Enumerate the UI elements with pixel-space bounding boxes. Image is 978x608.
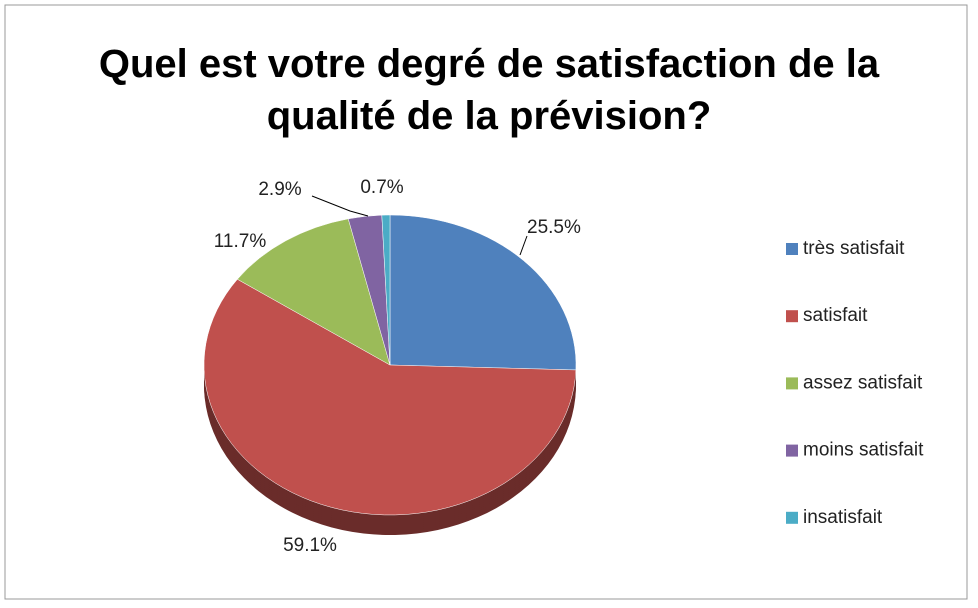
leader-line xyxy=(311,195,369,217)
legend-swatch xyxy=(786,444,798,457)
legend-swatch xyxy=(786,511,798,524)
data-label: 25.5% xyxy=(527,217,581,238)
leader-line xyxy=(519,235,528,256)
legend-label: très satisfait xyxy=(803,238,905,259)
legend-label: insatisfait xyxy=(803,507,883,528)
legend-label: satisfait xyxy=(803,305,868,326)
legend-swatch xyxy=(786,243,798,255)
legend-swatch xyxy=(786,377,798,390)
slice xyxy=(389,214,577,371)
chart-title: Quel est votre degré de satisfaction de … xyxy=(98,42,880,138)
legend-label: moins satisfait xyxy=(803,440,924,461)
slice xyxy=(203,278,577,516)
data-label: 2.9% xyxy=(258,179,301,200)
data-label: 59.1% xyxy=(283,535,337,556)
legend-label: assez satisfait xyxy=(803,372,923,393)
legend-swatch xyxy=(786,310,798,323)
data-label: 11.7% xyxy=(214,231,267,252)
slice xyxy=(236,218,391,366)
data-label: 0.7% xyxy=(360,177,403,198)
slice xyxy=(381,214,391,366)
